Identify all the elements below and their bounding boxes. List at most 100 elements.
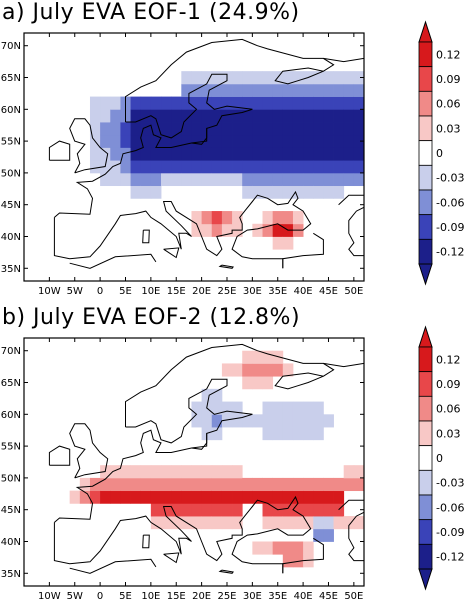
field-cell bbox=[140, 96, 152, 110]
field-cell bbox=[110, 96, 121, 110]
field-cell bbox=[262, 185, 274, 199]
field-cell bbox=[313, 83, 324, 97]
field-cell bbox=[262, 96, 274, 110]
y-tick-label: 50N bbox=[1, 473, 21, 484]
field-cell bbox=[353, 147, 365, 161]
field-cell bbox=[211, 503, 223, 517]
panel-a: a) July EVA EOF-1 (24.9%) 10W 5W 0 5E 10E 15E… bbox=[1, 0, 465, 297]
field-cell bbox=[100, 172, 111, 187]
field-cell bbox=[181, 477, 192, 492]
field-cell bbox=[221, 414, 233, 428]
colorbar-bottom-arrow bbox=[418, 568, 433, 591]
field-cell bbox=[110, 160, 121, 174]
map-frame bbox=[23, 337, 365, 587]
coastline bbox=[48, 445, 71, 466]
y-tick-label: 60N bbox=[1, 410, 21, 421]
colorbar-segment bbox=[418, 140, 433, 166]
y-tick-label: 45N bbox=[1, 200, 21, 211]
coastline bbox=[53, 190, 312, 269]
field-cell bbox=[272, 350, 284, 364]
field-cell bbox=[211, 427, 223, 441]
field-cell bbox=[272, 427, 284, 441]
field-cell bbox=[303, 414, 314, 428]
field-cell bbox=[313, 96, 324, 110]
field-cell bbox=[201, 223, 213, 237]
field-cell bbox=[333, 109, 345, 123]
field-cell bbox=[303, 477, 314, 492]
field-cell bbox=[272, 401, 284, 415]
colorbar-label: 0.09 bbox=[436, 73, 461, 86]
field-cell bbox=[313, 414, 324, 428]
field-cell bbox=[242, 160, 253, 174]
field-cell bbox=[181, 147, 192, 161]
field-cell bbox=[282, 109, 294, 123]
field-cell bbox=[262, 414, 274, 428]
field-cell bbox=[140, 147, 152, 161]
field-cell bbox=[120, 160, 131, 174]
y-tick-label: 35N bbox=[1, 264, 21, 275]
field-cell bbox=[130, 109, 142, 123]
field-cell bbox=[262, 172, 274, 187]
field-cell bbox=[323, 147, 334, 161]
field-cell bbox=[242, 71, 253, 85]
field-cell bbox=[343, 160, 355, 174]
coastline bbox=[142, 229, 150, 244]
field-cell bbox=[211, 147, 223, 161]
field-cell bbox=[333, 160, 345, 174]
field-cell bbox=[323, 71, 334, 85]
field-cell bbox=[252, 122, 263, 136]
field-cell bbox=[272, 516, 284, 530]
colorbar-segment bbox=[418, 469, 433, 496]
field-cell bbox=[272, 172, 284, 187]
field-cell bbox=[232, 109, 243, 123]
field-cell bbox=[150, 465, 162, 479]
field-cell bbox=[313, 528, 324, 542]
field-cell bbox=[100, 109, 111, 123]
field-cell bbox=[353, 71, 365, 85]
field-cell bbox=[130, 122, 142, 136]
panel-b: b) July EVA EOF-2 (12.8%) 10W 5W 0 5E 10E 15E… bbox=[0, 305, 474, 610]
field-cell bbox=[191, 147, 203, 161]
field-cell bbox=[313, 109, 324, 123]
field-cell bbox=[171, 160, 182, 174]
field-cell bbox=[221, 516, 233, 530]
field-cell bbox=[150, 109, 162, 123]
coastline bbox=[191, 433, 208, 450]
field-cell bbox=[333, 490, 345, 504]
field-cell bbox=[292, 96, 304, 110]
field-cell bbox=[161, 147, 172, 161]
field-cell bbox=[150, 122, 162, 136]
field-cell bbox=[333, 71, 345, 85]
field-cell bbox=[303, 503, 314, 517]
field-cell bbox=[333, 147, 345, 161]
field-cell bbox=[211, 516, 223, 530]
x-tick-label: 45E bbox=[319, 591, 338, 602]
field-cell bbox=[313, 490, 324, 504]
field-cell bbox=[161, 477, 172, 492]
field-cell bbox=[110, 172, 121, 187]
field-cell bbox=[201, 388, 213, 402]
field-cell bbox=[191, 172, 203, 187]
field-cell bbox=[343, 465, 355, 479]
colorbar-top-arrow bbox=[418, 20, 433, 43]
field-cell bbox=[333, 83, 345, 97]
field-cell bbox=[282, 71, 294, 85]
field-cell bbox=[150, 160, 162, 174]
field-cell bbox=[232, 363, 243, 377]
field-cell bbox=[211, 490, 223, 504]
field-cell bbox=[120, 490, 131, 504]
field-cell bbox=[130, 134, 142, 148]
field-cell bbox=[313, 503, 324, 517]
field-cell bbox=[313, 122, 324, 136]
field-cell bbox=[191, 109, 203, 123]
field-cell bbox=[292, 147, 304, 161]
field-cell bbox=[201, 211, 213, 225]
field-cell bbox=[282, 134, 294, 148]
x-tick-label: 0 bbox=[97, 286, 103, 297]
field-cell bbox=[303, 109, 314, 123]
field-cell bbox=[303, 554, 314, 568]
field-cell bbox=[89, 147, 101, 161]
field-cell bbox=[211, 122, 223, 136]
field-cell bbox=[211, 401, 223, 415]
x-tick-label: 30E bbox=[243, 286, 262, 297]
